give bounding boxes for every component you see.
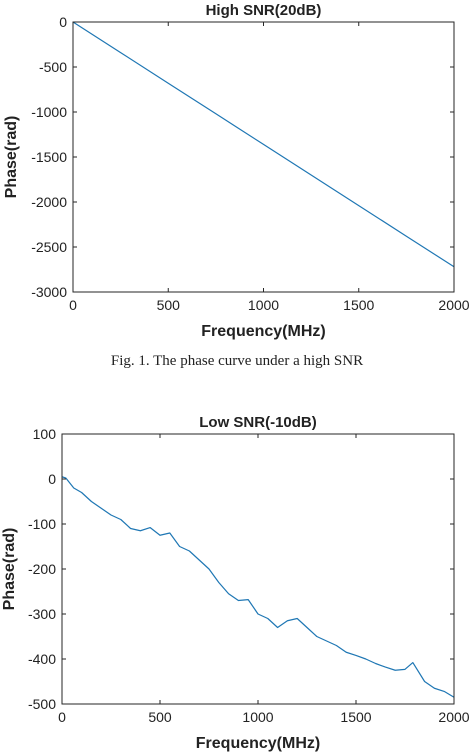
x-axis-label: Frequency(MHz) [196, 735, 320, 752]
y-axis-label: Phase(rad) [3, 116, 20, 199]
x-tick-label: 2000 [438, 297, 469, 313]
chart-low-snr: Low SNR(-10dB)0 500 1000 1500 20001000-100-2… [1, 414, 470, 752]
chart-title: Low SNR(-10dB) [199, 414, 317, 431]
y-tick-label: -500 [28, 696, 56, 712]
figure-caption: Fig. 1. The phase curve under a high SNR [110, 353, 364, 369]
y-tick-label: -200 [28, 561, 56, 577]
x-tick-label: 0 [58, 709, 66, 725]
y-tick-label: 0 [48, 471, 56, 487]
y-tick-label: -500 [39, 59, 67, 75]
y-tick-label: -100 [28, 516, 56, 532]
x-tick-label: 1500 [340, 709, 371, 725]
x-tick-label: 500 [148, 709, 172, 725]
y-tick-label: -1000 [31, 104, 67, 120]
y-tick-label: 0 [59, 14, 67, 30]
x-tick-label: 1500 [343, 297, 374, 313]
y-tick-label: 100 [33, 426, 57, 442]
x-tick-label: 1000 [242, 709, 273, 725]
chart-title: High SNR(20dB) [206, 2, 322, 19]
y-tick-label: -400 [28, 651, 56, 667]
axes-box [61, 433, 455, 705]
y-tick-label: -1500 [31, 149, 67, 165]
y-axis-label: Phase(rad) [1, 528, 18, 611]
y-tick-label: -300 [28, 606, 56, 622]
axes-box [72, 21, 455, 293]
x-axis-label: Frequency(MHz) [201, 323, 325, 340]
y-tick-label: -2000 [31, 194, 67, 210]
series-line-0 [61, 476, 455, 698]
series-line-0 [72, 21, 455, 268]
chart-high-snr: High SNR(20dB) 0 500 1000 1500 2000 0 -500 -1000… [3, 2, 470, 340]
y-tick-label: -2500 [31, 239, 67, 255]
x-tick-label: 2000 [438, 709, 469, 725]
x-tick-label: 1000 [248, 297, 279, 313]
x-tick-label: 0 [69, 297, 77, 313]
x-tick-label: 500 [157, 297, 181, 313]
y-tick-label: -3000 [31, 284, 67, 300]
